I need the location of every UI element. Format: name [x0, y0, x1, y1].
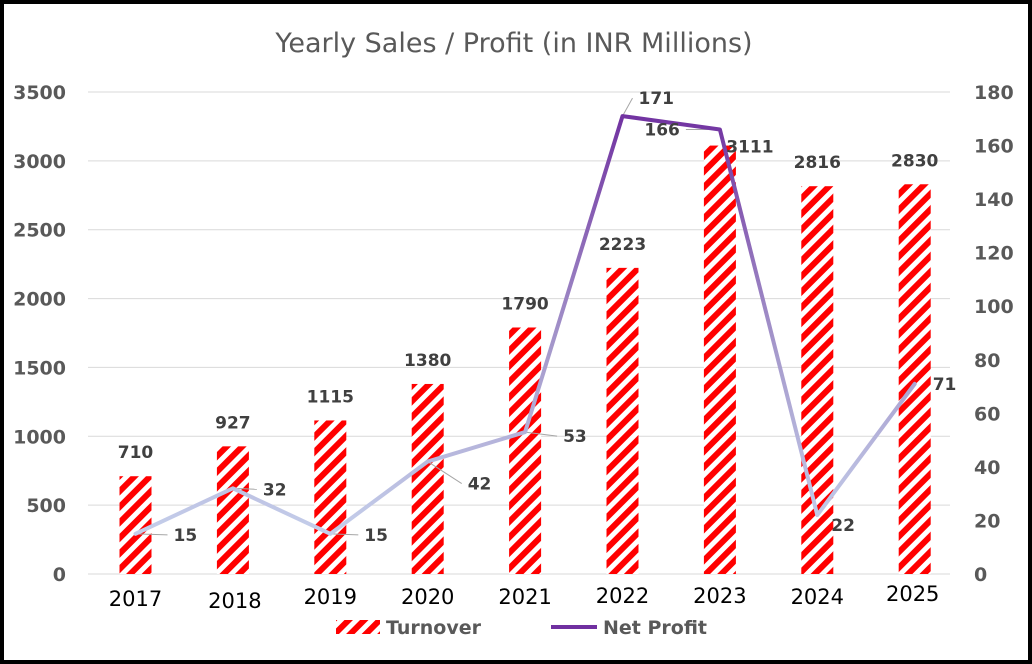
right-axis-tick-label: 120: [974, 243, 1014, 265]
right-axis-tick-label: 0: [974, 564, 987, 586]
net-profit-data-label: 171: [639, 89, 675, 109]
turnover-data-label: 2223: [599, 235, 646, 255]
turnover-bars: [119, 145, 931, 575]
turnover-data-label: 1115: [307, 387, 354, 407]
left-axis-tick-label: 0: [53, 564, 66, 586]
turnover-data-label: 710: [118, 443, 154, 463]
turnover-bar: [703, 145, 736, 574]
x-axis-tick-label: 2025: [886, 582, 939, 606]
x-axis-tick-label: 2020: [401, 585, 454, 609]
left-axis-tick-label: 1500: [13, 357, 66, 379]
x-axis-ticks: 2017 2018 2019 2020 2021 2022 2023 2024 2025: [109, 582, 940, 613]
turnover-data-label: 3111: [726, 138, 773, 158]
turnover-labels: 710 927 1115 1380 1790 2223 3111 2816 2830: [118, 138, 939, 464]
right-axis-tick-label: 80: [974, 350, 1000, 372]
right-axis-ticks: 0 20 40 60 80 100 120 140 160 180: [974, 82, 1014, 586]
leader-line: [622, 97, 633, 117]
turnover-data-label: 2816: [794, 153, 841, 173]
turnover-bar: [119, 476, 152, 574]
turnover-bar: [314, 420, 347, 574]
turnover-data-label: 1790: [501, 294, 548, 314]
chart-title: Yearly Sales / Profit (in INR Millions): [274, 28, 752, 59]
net-profit-line: [133, 114, 917, 536]
left-axis-tick-label: 1000: [13, 426, 66, 448]
right-axis-tick-label: 100: [974, 296, 1014, 318]
leader-line: [330, 533, 359, 536]
x-axis-tick-label: 2021: [498, 585, 551, 609]
turnover-bar: [606, 267, 639, 574]
left-axis-tick-label: 3500: [13, 82, 66, 104]
x-axis-tick-label: 2023: [693, 584, 746, 608]
net-profit-data-label: 32: [263, 480, 287, 500]
right-axis-tick-label: 160: [974, 136, 1014, 158]
legend-turnover-swatch: [336, 620, 380, 634]
turnover-bar: [898, 184, 931, 575]
right-axis-tick-label: 60: [974, 403, 1000, 425]
x-axis-tick-label: 2019: [304, 585, 357, 609]
right-axis-tick-label: 140: [974, 189, 1014, 211]
net-profit-series-line: [133, 114, 917, 536]
net-profit-data-label: 71: [933, 375, 957, 395]
turnover-bar: [216, 446, 249, 574]
net-profit-data-label: 42: [468, 475, 492, 495]
left-axis-ticks: 0 500 1000 1500 2000 2500 3000 3500: [13, 82, 66, 586]
left-axis-tick-label: 2500: [13, 220, 66, 242]
x-axis-tick-label: 2022: [596, 584, 649, 608]
net-profit-data-label: 166: [644, 120, 680, 140]
turnover-data-label: 2830: [891, 151, 938, 171]
turnover-data-label: 927: [215, 413, 251, 433]
right-axis-tick-label: 180: [974, 82, 1014, 104]
x-axis-tick-label: 2017: [109, 587, 162, 611]
net-profit-data-label: 15: [364, 526, 388, 546]
right-axis-tick-label: 40: [974, 457, 1000, 479]
net-profit-data-label: 22: [831, 516, 855, 536]
net-profit-data-label: 15: [174, 526, 198, 546]
leader-line: [525, 431, 558, 437]
left-axis-tick-label: 3000: [13, 151, 66, 173]
left-axis-tick-label: 500: [26, 495, 66, 517]
turnover-bar: [411, 383, 444, 574]
net-profit-labels: 15 32 15 42 53 171 166 22 71: [174, 89, 957, 546]
x-axis-tick-label: 2024: [791, 585, 844, 609]
left-axis-tick-label: 2000: [13, 289, 66, 311]
x-axis-tick-label: 2018: [208, 589, 261, 613]
net-profit-data-label: 53: [563, 427, 587, 447]
legend: Turnover Net Profit: [336, 617, 707, 639]
leader-line: [135, 533, 168, 536]
legend-net-profit-label: Net Profit: [603, 617, 707, 639]
right-axis-tick-label: 20: [974, 510, 1000, 532]
turnover-data-label: 1380: [404, 351, 451, 371]
leader-line: [427, 461, 462, 484]
turnover-bar: [509, 327, 542, 574]
legend-turnover-label: Turnover: [386, 617, 482, 639]
